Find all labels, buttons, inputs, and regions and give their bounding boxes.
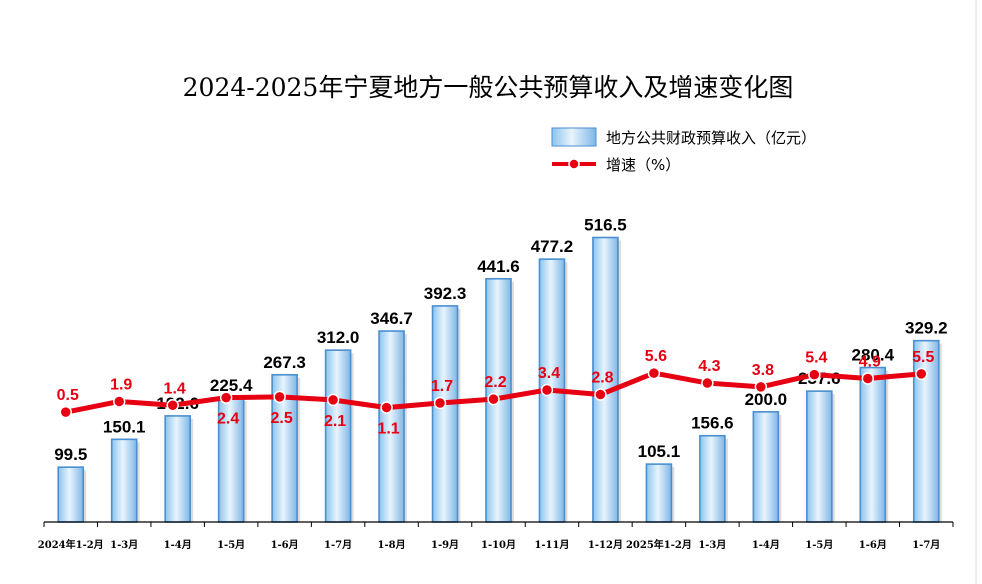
growth-rate-point bbox=[326, 393, 340, 407]
bar bbox=[592, 236, 619, 523]
bar-value-label: 280.4 bbox=[852, 346, 895, 365]
bar-value-label: 346.7 bbox=[370, 309, 413, 328]
x-tick-label: 2024年1-2月 bbox=[38, 538, 104, 551]
growth-rate-point bbox=[915, 367, 928, 381]
bar bbox=[806, 390, 833, 523]
bar-value-labels: 99.5150.1192.6225.4267.3312.0346.7392.34… bbox=[54, 216, 947, 465]
growth-rate-point bbox=[808, 368, 821, 381]
x-tick-label: 1-6月 bbox=[271, 539, 299, 551]
bar bbox=[110, 438, 138, 523]
legend: 地方公共财政预算收入（亿元） 增速（%） bbox=[551, 127, 816, 174]
growth-rate-label: 2.1 bbox=[324, 413, 346, 430]
x-tick-label: 1-11月 bbox=[534, 539, 569, 551]
x-tick-label: 2025年1-2月 bbox=[626, 538, 692, 551]
bar-value-label: 477.2 bbox=[531, 237, 574, 256]
bar bbox=[859, 366, 887, 523]
bar bbox=[57, 466, 85, 523]
growth-rate-point bbox=[647, 366, 661, 380]
x-tick-label: 1-7月 bbox=[324, 539, 352, 551]
bar bbox=[912, 339, 940, 523]
growth-rate-point bbox=[701, 376, 714, 390]
growth-rate-label: 2.2 bbox=[484, 374, 506, 391]
x-axis: 2024年1-2月 1-3月 1-4月 1-5月 1-6月 1-7月 1-8月 1-9月 1-1… bbox=[38, 521, 954, 551]
growth-rate-labels: 0.5 1.9 1.4 2.4 2.5 2.1 1.1 1.7 2.2 3.4 2.8 5.6 4.3 3… bbox=[57, 348, 935, 437]
legend-line-marker bbox=[568, 158, 580, 170]
x-tick-label: 1-4月 bbox=[752, 539, 780, 551]
bar bbox=[699, 434, 726, 523]
bar bbox=[645, 463, 673, 523]
x-tick-label: 1-3月 bbox=[110, 539, 138, 551]
bar-value-label: 156.6 bbox=[691, 414, 734, 433]
growth-rate-point bbox=[273, 390, 286, 404]
growth-rate-point bbox=[861, 372, 875, 385]
x-tick-label: 1-4月 bbox=[164, 539, 192, 551]
growth-rate-label: 2.8 bbox=[591, 370, 613, 387]
bar-value-label: 99.5 bbox=[54, 445, 87, 464]
legend-bar-label: 地方公共财政预算收入（亿元） bbox=[606, 129, 816, 147]
growth-rate-point bbox=[59, 405, 72, 419]
growth-rate-label: 5.5 bbox=[912, 349, 934, 366]
growth-rate-label: 3.8 bbox=[752, 362, 774, 379]
growth-rate-label: 4.3 bbox=[698, 358, 720, 375]
growth-rate-point bbox=[487, 392, 500, 406]
bar-value-label: 312.0 bbox=[317, 328, 360, 347]
growth-rate-point bbox=[380, 401, 393, 414]
bar-value-label: 329.2 bbox=[905, 319, 948, 338]
bar bbox=[217, 397, 245, 523]
legend-line-label: 增速（%） bbox=[606, 156, 680, 174]
growth-rate-series bbox=[59, 366, 928, 419]
growth-rate-label: 1.7 bbox=[431, 378, 453, 395]
growth-rate-point bbox=[166, 399, 179, 412]
bar-value-label: 105.1 bbox=[638, 442, 681, 461]
x-tick-label: 1-7月 bbox=[912, 539, 940, 551]
bar-value-label: 441.6 bbox=[477, 257, 520, 276]
legend-bar-swatch bbox=[551, 127, 597, 147]
x-tick-label: 1-9月 bbox=[431, 539, 459, 551]
growth-rate-point bbox=[219, 391, 233, 404]
bar-value-label: 225.4 bbox=[210, 376, 253, 395]
x-tick-label: 1-5月 bbox=[805, 539, 833, 551]
bar-value-label: 150.1 bbox=[103, 417, 146, 436]
x-tick-label: 1-5月 bbox=[217, 539, 245, 551]
growth-rate-label: 3.4 bbox=[538, 365, 560, 382]
bar bbox=[378, 330, 405, 523]
x-tick-label: 1-12月 bbox=[588, 539, 623, 551]
x-tick-label: 1-8月 bbox=[378, 539, 406, 551]
x-tick-label: 1-6月 bbox=[859, 539, 887, 551]
growth-rate-point bbox=[112, 395, 126, 408]
growth-rate-label: 4.9 bbox=[859, 353, 881, 370]
growth-rate-point bbox=[594, 388, 607, 401]
bar bbox=[752, 411, 780, 523]
x-tick-label: 1-3月 bbox=[698, 539, 726, 551]
growth-rate-label: 5.4 bbox=[805, 350, 827, 367]
bar-value-label: 267.3 bbox=[263, 353, 306, 372]
growth-rate-label: 2.4 bbox=[217, 411, 239, 428]
bar bbox=[164, 415, 191, 523]
bar-value-label: 200.0 bbox=[745, 390, 788, 409]
x-tick-label: 1-10月 bbox=[481, 539, 516, 551]
growth-rate-point bbox=[540, 383, 554, 397]
growth-rate-label: 1.9 bbox=[110, 376, 132, 393]
bar-value-label: 392.3 bbox=[424, 284, 467, 303]
bar-value-label: 516.5 bbox=[584, 216, 627, 235]
growth-rate-label: 1.4 bbox=[164, 380, 186, 397]
growth-rate-point bbox=[754, 380, 768, 394]
bar bbox=[324, 349, 352, 523]
bar bbox=[431, 305, 459, 523]
chart-title: 2024-2025年宁夏地方一般公共预算收入及增速变化图 bbox=[183, 73, 794, 102]
growth-rate-label: 2.5 bbox=[270, 410, 292, 427]
growth-rate-point bbox=[433, 396, 447, 410]
growth-rate-label: 1.1 bbox=[377, 421, 399, 438]
growth-rate-label: 0.5 bbox=[57, 387, 79, 404]
growth-rate-label: 5.6 bbox=[645, 348, 667, 365]
